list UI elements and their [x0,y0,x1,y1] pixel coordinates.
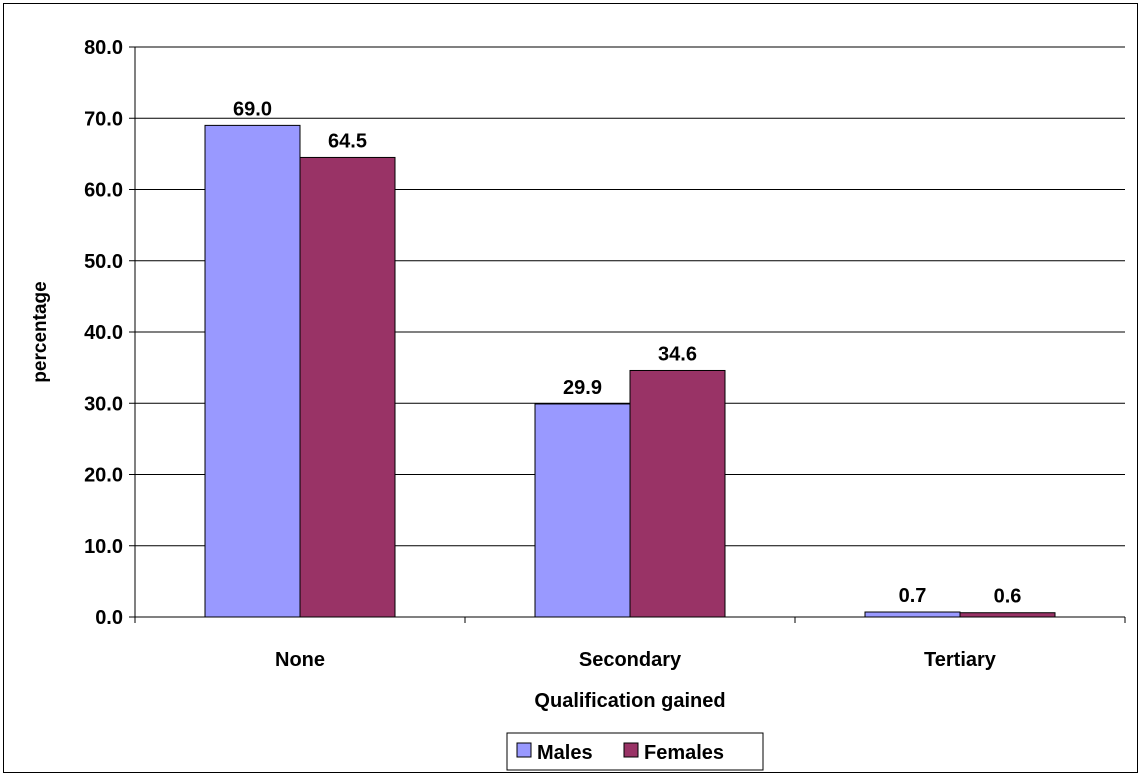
bar-males-tertiary [864,611,961,618]
y-tick-label: 80.0 [84,37,123,59]
data-label: 69.0 [233,98,272,120]
axes: 0.0 10.0 20.0 30.0 40.0 50.0 60.0 70.0 80.0 None S… [84,37,1126,671]
legend-swatch-females [623,742,639,758]
y-tick-label: 40.0 [84,322,123,344]
x-tick-label: None [275,649,325,671]
bar-males-secondary [534,403,631,618]
legend-label-females: Females [644,742,724,764]
y-tick-label: 0.0 [95,607,123,629]
data-label: 0.7 [899,585,927,607]
x-axis-title: Qualification gained [534,690,725,712]
legend-swatch-males [516,742,532,758]
data-labels: 69.0 64.5 29.9 34.6 0.7 0.6 [233,98,1021,607]
bar-females-tertiary [959,612,1056,618]
data-label: 29.9 [563,377,602,399]
legend-label-males: Males [537,742,593,764]
y-tick-label: 20.0 [84,465,123,487]
x-tick-label: Secondary [579,649,682,671]
bar-males-none [204,124,301,618]
bar-females-secondary [629,369,726,618]
y-axis-title: percentage [30,281,51,382]
x-tick-label: Tertiary [924,649,997,671]
data-label: 0.6 [994,586,1022,608]
data-label: 64.5 [328,130,367,152]
bars [204,124,1056,618]
y-tick-label: 30.0 [84,393,123,415]
y-tick-label: 70.0 [84,108,123,130]
chart-frame [3,3,1138,773]
y-tick-label: 10.0 [84,536,123,558]
y-tick-label: 50.0 [84,251,123,273]
y-tick-label: 60.0 [84,180,123,202]
bar-females-none [299,156,396,618]
data-label: 34.6 [658,343,697,365]
legend: Males Females [506,732,764,771]
